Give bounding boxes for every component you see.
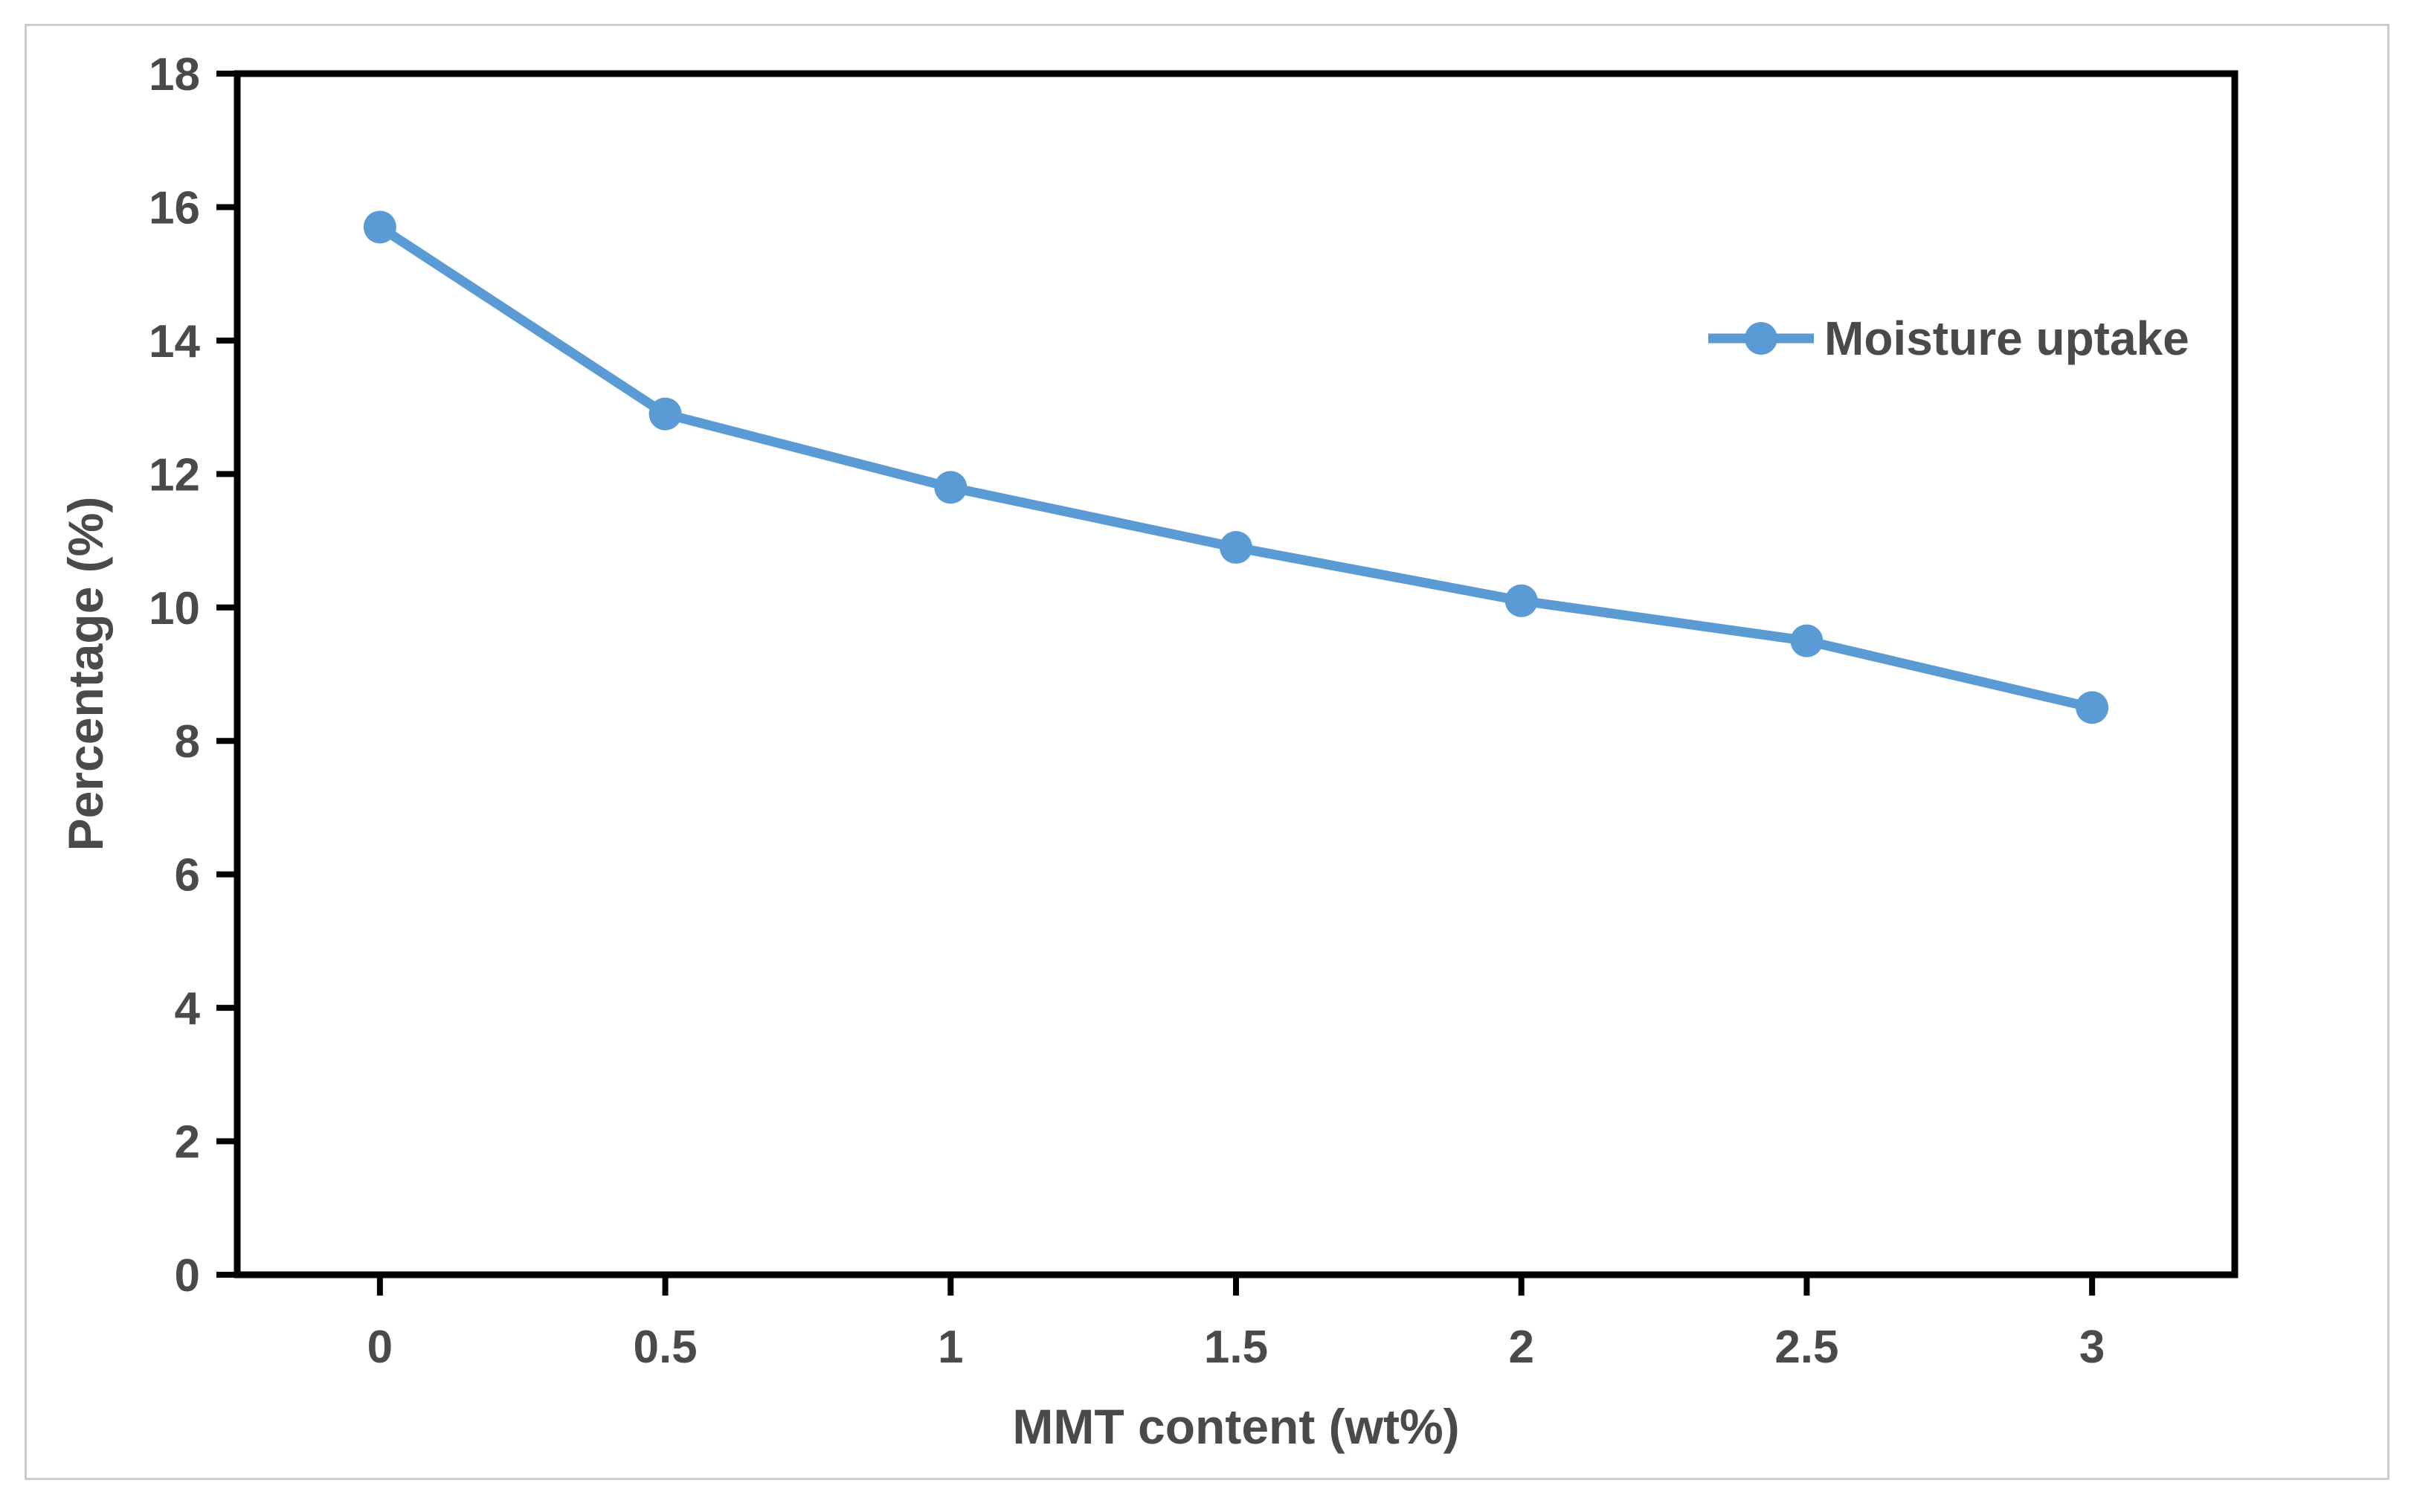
y-axis-tick-label: 12 xyxy=(149,449,200,501)
y-axis-title: Percentage (%) xyxy=(58,496,113,852)
x-axis-tick-label: 0.5 xyxy=(633,1322,697,1373)
y-axis-tick-label: 6 xyxy=(175,850,200,901)
y-axis-tick-label: 14 xyxy=(149,316,200,367)
x-axis-tick-label: 0 xyxy=(367,1322,393,1373)
data-point xyxy=(363,210,396,244)
data-point xyxy=(1504,584,1538,617)
x-axis-tick-label: 2 xyxy=(1508,1322,1533,1373)
y-axis-tick-label: 18 xyxy=(149,49,200,100)
legend-series-marker-icon xyxy=(1708,322,1814,355)
series-line xyxy=(375,222,2097,712)
x-axis-tick-label: 1 xyxy=(938,1322,963,1373)
legend: Moisture uptake xyxy=(1707,307,2189,370)
data-point xyxy=(934,471,968,504)
data-point xyxy=(1220,531,1252,564)
data-point xyxy=(2076,691,2109,724)
x-axis-tick-label: 1.5 xyxy=(1204,1322,1268,1373)
y-axis-tick-label: 16 xyxy=(149,182,200,234)
data-point xyxy=(1790,624,1824,657)
y-axis-tick-label: 4 xyxy=(175,983,201,1035)
y-axis-tick-label: 8 xyxy=(175,716,200,768)
legend-series-label: Moisture uptake xyxy=(1824,312,2189,365)
figure-border xyxy=(25,24,2389,1480)
y-axis-tick-label: 2 xyxy=(175,1117,200,1168)
x-axis-title: MMT content (wt%) xyxy=(1012,1399,1460,1454)
data-point xyxy=(648,397,682,431)
x-axis-tick-label: 3 xyxy=(2079,1322,2105,1373)
y-axis-tick-label: 0 xyxy=(175,1250,200,1302)
y-axis-tick-label: 10 xyxy=(149,583,200,634)
x-axis-tick-label: 2.5 xyxy=(1774,1322,1838,1373)
